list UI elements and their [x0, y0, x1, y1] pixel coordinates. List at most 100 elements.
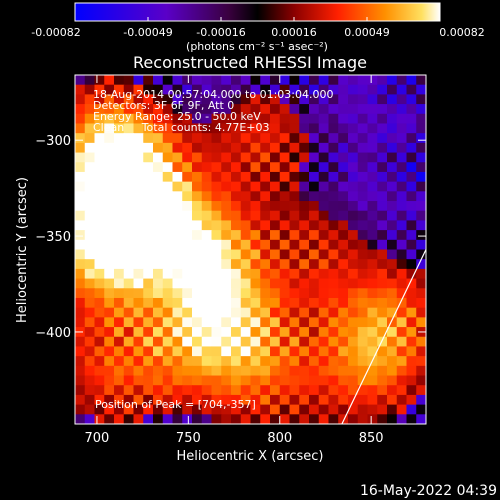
heatmap-cell [309, 104, 320, 115]
heatmap-cell [289, 268, 300, 280]
heatmap-cell [153, 94, 164, 105]
heatmap-cell [221, 75, 232, 86]
heatmap-cell [201, 84, 213, 95]
heatmap-cell [387, 249, 398, 260]
heatmap-cell [172, 123, 183, 134]
heatmap-cell [211, 385, 222, 396]
heatmap-cell [309, 142, 320, 154]
heatmap-cell [143, 113, 154, 125]
heatmap-cell [123, 75, 135, 86]
heatmap-cell [123, 297, 135, 309]
heatmap-cell [201, 346, 213, 357]
heatmap-cell [348, 365, 359, 377]
heatmap-cell [279, 385, 291, 396]
heatmap-cell [153, 414, 164, 424]
heatmap-cell [143, 230, 154, 241]
heatmap-cell [114, 336, 125, 348]
heatmap-cell [318, 346, 330, 357]
heatmap-cell [192, 210, 203, 222]
heatmap-cell [123, 210, 135, 222]
heatmap-cell [367, 288, 378, 299]
heatmap-cell [270, 278, 281, 289]
heatmap-cell [289, 414, 300, 424]
heatmap-cell [221, 268, 232, 280]
heatmap-cell [299, 385, 310, 396]
heatmap-cell [357, 230, 369, 241]
heatmap-cell [279, 356, 291, 367]
heatmap-cell [114, 220, 125, 231]
heatmap-cell [182, 123, 193, 134]
heatmap-cell [153, 385, 164, 396]
heatmap-cell [221, 356, 232, 367]
heatmap-cell [231, 181, 242, 192]
heatmap-cell [182, 230, 193, 241]
heatmap-cell [123, 414, 135, 424]
heatmap-cell [162, 356, 174, 367]
heatmap-cell [387, 404, 398, 415]
heatmap-cell [192, 94, 203, 105]
heatmap-cell [172, 133, 183, 144]
heatmap-cell [240, 394, 252, 406]
heatmap-cell [279, 394, 291, 406]
heatmap-cell [192, 75, 203, 86]
heatmap-cell [133, 317, 144, 328]
heatmap-cell [396, 201, 408, 212]
heatmap-cell [192, 385, 203, 396]
heatmap-cell [221, 404, 232, 415]
heatmap-cell [104, 201, 115, 212]
heatmap-cell [133, 84, 144, 95]
heatmap-cell [114, 162, 125, 173]
heatmap-cell [201, 278, 213, 289]
heatmap-cell [133, 94, 144, 105]
heatmap-cell [231, 375, 242, 386]
heatmap-cell [299, 104, 310, 115]
heatmap-cell [279, 162, 291, 173]
heatmap-cell [172, 113, 183, 125]
heatmap-cell [75, 162, 86, 173]
heatmap-cell [153, 171, 164, 183]
heatmap-cell [318, 394, 330, 406]
heatmap-cell [299, 191, 310, 202]
colorbar-tick-label: 0.00016 [271, 26, 317, 39]
heatmap-cell [328, 365, 339, 377]
heatmap-cell [162, 336, 174, 348]
heatmap-cell [328, 268, 339, 280]
heatmap-cell [289, 249, 300, 260]
heatmap-cell [396, 259, 408, 270]
heatmap-cell [172, 259, 183, 270]
heatmap-cell [318, 288, 330, 299]
heatmap-cell [260, 307, 271, 318]
heatmap-cell [377, 365, 388, 377]
heatmap-cell [240, 84, 252, 95]
heatmap-cell [94, 327, 105, 338]
heatmap-cell [318, 84, 330, 95]
heatmap-cell [104, 336, 115, 348]
heatmap-cell [182, 346, 193, 357]
heatmap-cell [211, 152, 222, 163]
heatmap-cell [172, 162, 183, 173]
heatmap-cell [84, 404, 96, 415]
annotation-detectors: Detectors: 3F 6F 9F, Att 0 [93, 99, 234, 112]
heatmap-cell [289, 94, 300, 105]
heatmap-cell [143, 317, 154, 328]
heatmap-cell [123, 336, 135, 348]
heatmap-cell [387, 210, 398, 222]
heatmap-cell [250, 201, 261, 212]
heatmap-cell [211, 327, 222, 338]
heatmap-cell [367, 133, 378, 144]
heatmap-cell [143, 181, 154, 192]
heatmap-cell [162, 297, 174, 309]
heatmap-cell [114, 210, 125, 222]
heatmap-cell [348, 191, 359, 202]
heatmap-cell [123, 94, 135, 105]
heatmap-cell [192, 220, 203, 231]
heatmap-cell [114, 346, 125, 357]
heatmap-cell [279, 181, 291, 192]
heatmap-cell [123, 288, 135, 299]
heatmap-cell [357, 162, 369, 173]
heatmap-cell [279, 288, 291, 299]
heatmap-cell [221, 94, 232, 105]
heatmap-cell [75, 239, 86, 251]
heatmap-cell [153, 220, 164, 231]
heatmap-cell [192, 142, 203, 154]
